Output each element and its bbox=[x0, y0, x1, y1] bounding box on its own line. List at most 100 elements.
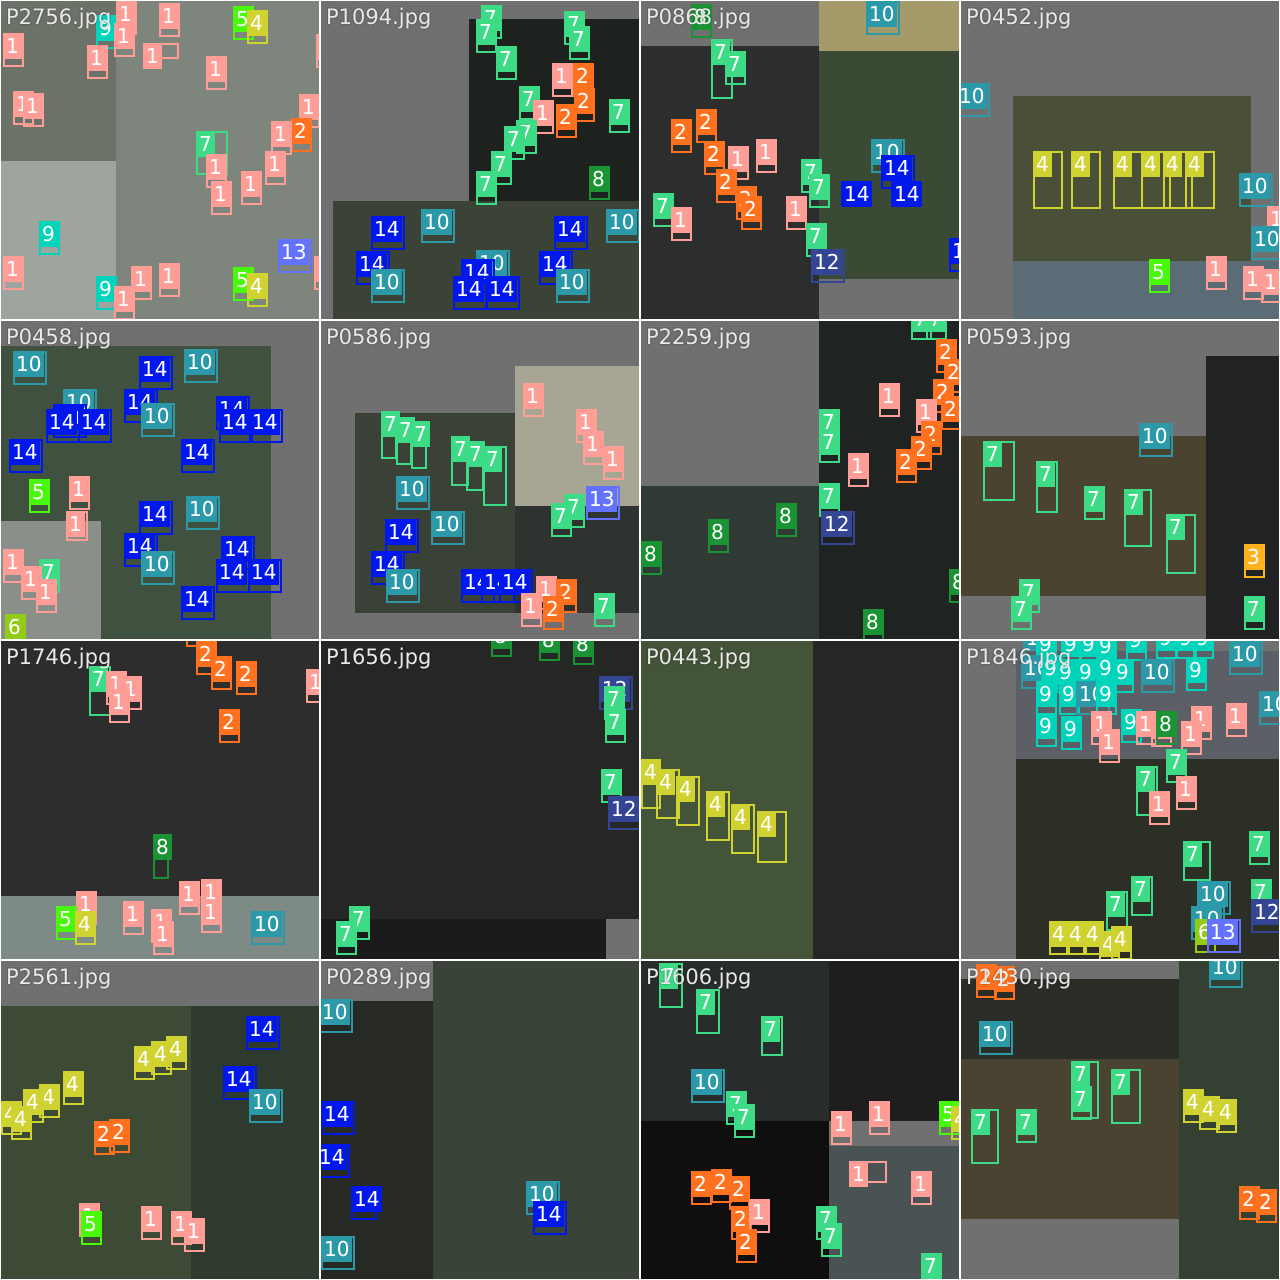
class-label: 14 bbox=[216, 559, 248, 585]
class-label: 7 bbox=[653, 193, 672, 219]
class-label: 1 bbox=[306, 669, 319, 695]
class-label: 14 bbox=[554, 216, 586, 242]
class-label: 9 bbox=[39, 221, 58, 247]
class-label: 7 bbox=[604, 686, 623, 712]
class-label: 14 bbox=[139, 356, 171, 382]
class-label: 7 bbox=[806, 223, 825, 249]
class-label: 1 bbox=[879, 383, 898, 409]
class-label: 1 bbox=[3, 549, 22, 575]
class-label: 7 bbox=[466, 441, 485, 467]
class-label: 14 bbox=[181, 586, 213, 612]
class-label: 7 bbox=[1106, 891, 1125, 917]
class-label: 14 bbox=[46, 409, 78, 435]
class-label: 7 bbox=[336, 921, 355, 947]
class-label: 4 bbox=[731, 804, 750, 830]
class-label: 1 bbox=[36, 579, 55, 605]
class-label: 1 bbox=[153, 921, 172, 947]
class-label: 2 bbox=[731, 1206, 750, 1232]
class-label: 14 bbox=[321, 1101, 353, 1127]
class-label: 10 bbox=[249, 1089, 281, 1115]
class-label: 14 bbox=[949, 238, 959, 264]
class-label: 2 bbox=[691, 1171, 710, 1197]
class-label: 4 bbox=[75, 911, 94, 937]
class-label: 4 bbox=[1071, 151, 1090, 177]
class-label: 2 bbox=[729, 1176, 748, 1202]
tile-filename: P0586.jpg bbox=[326, 325, 432, 349]
class-label: 12 bbox=[1251, 899, 1279, 925]
image-region bbox=[829, 961, 959, 1121]
class-label: 9 bbox=[1113, 659, 1132, 685]
class-label: 14 bbox=[249, 409, 281, 435]
class-label: 9 bbox=[1096, 681, 1115, 707]
class-label: 1 bbox=[211, 181, 230, 207]
class-label: 2 bbox=[1256, 1189, 1275, 1215]
class-label: 10 bbox=[371, 269, 403, 295]
image-region bbox=[813, 641, 959, 959]
class-label: 10 bbox=[141, 551, 173, 577]
class-label: 1 bbox=[1243, 266, 1262, 292]
class-label: 9 bbox=[1186, 657, 1205, 683]
class-label: 2 bbox=[716, 169, 735, 195]
class-label: 9 bbox=[1126, 641, 1145, 653]
class-label: 4 bbox=[151, 1041, 170, 1067]
class-label: 9 bbox=[1061, 641, 1080, 657]
class-label: 4 bbox=[641, 759, 660, 785]
class-label: 1 bbox=[206, 56, 225, 82]
class-label: 10 bbox=[691, 1069, 723, 1095]
class-label: 7 bbox=[971, 1109, 990, 1135]
class-label: 1 bbox=[123, 901, 142, 927]
class-label: 1 bbox=[116, 1, 135, 27]
mosaic-tile: 2711122212811111154101P1746.jpg bbox=[1, 641, 319, 959]
image-region bbox=[819, 321, 959, 639]
class-label: 14 bbox=[881, 155, 913, 181]
class-label: 1 bbox=[143, 43, 162, 69]
class-label: 1 bbox=[1176, 776, 1195, 802]
class-label: 14 bbox=[891, 181, 923, 207]
class-label: 1 bbox=[1099, 729, 1118, 755]
mosaic-tile: 7777712271277778710141410141010141410141… bbox=[321, 1, 639, 319]
class-label: 2 bbox=[94, 1121, 113, 1147]
class-label: 7 bbox=[1249, 831, 1268, 857]
class-label: 1 bbox=[201, 899, 220, 925]
class-label: 7 bbox=[1131, 876, 1150, 902]
class-label: 1 bbox=[1206, 256, 1225, 282]
class-label: 7 bbox=[819, 483, 838, 509]
class-label: 14 bbox=[486, 276, 518, 302]
class-label: 10 bbox=[1229, 641, 1261, 667]
class-label: 2 bbox=[109, 1119, 128, 1145]
class-label: 7 bbox=[1071, 1061, 1090, 1087]
class-label: 1 bbox=[523, 383, 542, 409]
class-label: 7 bbox=[926, 321, 945, 332]
class-label: 8 bbox=[708, 519, 727, 545]
class-label: 1 bbox=[109, 689, 128, 715]
class-label: 7 bbox=[819, 429, 838, 455]
class-label: 14 bbox=[223, 1066, 255, 1092]
class-label: 4 bbox=[1163, 151, 1182, 177]
class-label: 12 bbox=[608, 796, 639, 822]
class-label: 4 bbox=[63, 1071, 82, 1097]
class-label: 10 bbox=[979, 1021, 1011, 1047]
class-label: 8 bbox=[1156, 711, 1175, 737]
class-label: 1 bbox=[756, 139, 775, 165]
mosaic-tile: 10 14 14 14 10 14 10 P0289.jpg bbox=[321, 961, 639, 1279]
class-label: 9 bbox=[1036, 681, 1055, 707]
class-label: 14 bbox=[351, 1186, 383, 1212]
class-label: 9 bbox=[1076, 659, 1095, 685]
class-label: 13 bbox=[1207, 919, 1239, 945]
class-label: 1 bbox=[131, 266, 150, 292]
class-label: 7 bbox=[594, 593, 613, 619]
class-label: 2 bbox=[291, 118, 310, 144]
class-label: 7 bbox=[411, 421, 430, 447]
image-region bbox=[641, 641, 813, 959]
class-label: 9 bbox=[1176, 641, 1195, 651]
class-label: 7 bbox=[504, 126, 523, 152]
image-region bbox=[191, 1006, 319, 1279]
class-label: 14 bbox=[78, 409, 110, 435]
class-label: 7 bbox=[734, 1104, 753, 1130]
class-label: 1 bbox=[241, 171, 260, 197]
class-label: 10 bbox=[1141, 659, 1173, 685]
class-label: 14 bbox=[9, 439, 41, 465]
class-label: 14 bbox=[533, 1201, 565, 1227]
class-label: 2 bbox=[556, 104, 575, 130]
